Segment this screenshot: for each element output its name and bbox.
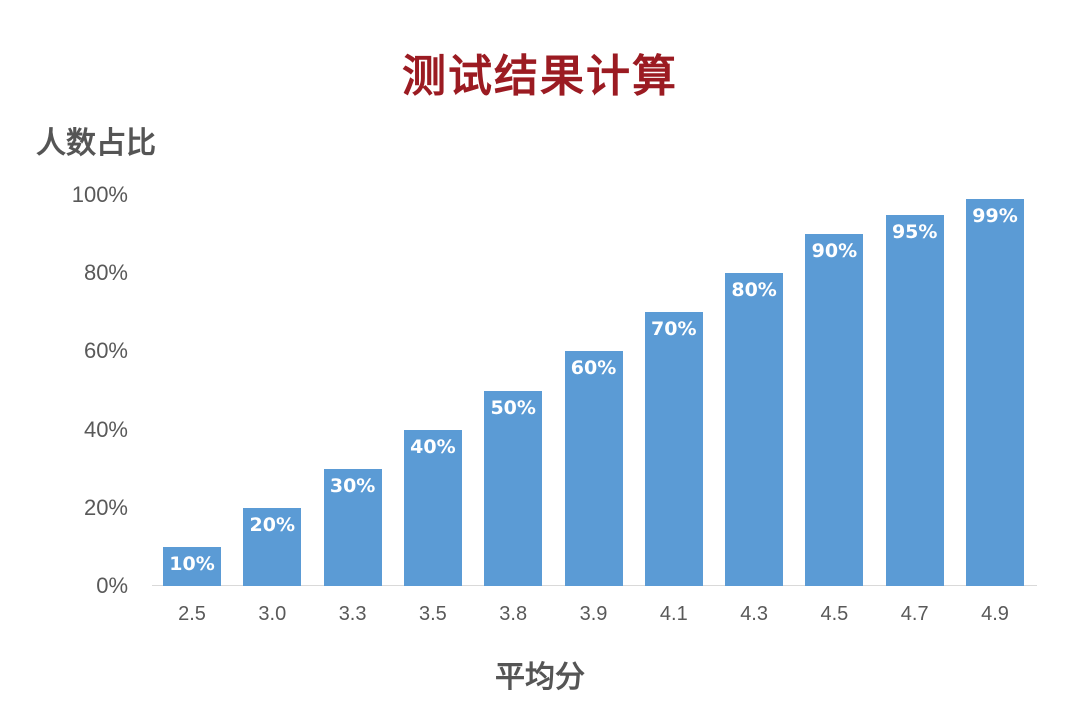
bar-value-label: 20% [249,513,296,536]
y-axis-label: 人数占比 [36,126,156,161]
bar: 40% [403,429,462,586]
y-tick-label: 80% [83,260,128,286]
bar-value-label: 80% [731,279,777,302]
bar: 20% [243,507,302,586]
x-tick-label: 2.5 [178,603,206,625]
bar-value-label: 70% [651,318,697,341]
bar-value-label: 90% [811,240,858,263]
x-tick-label: 3.3 [338,603,367,625]
y-tick-label: 100% [71,182,128,207]
x-tick-label: 4.1 [659,603,688,625]
bar: 80% [725,273,784,586]
bar: 60% [564,351,623,586]
x-tick-label: 3.5 [418,603,447,625]
bar-value-label: 95% [891,220,938,243]
bar-value-label: 99% [972,204,1018,227]
bar: 50% [484,390,543,586]
bar-value-label: 40% [410,435,456,458]
y-tick-label: 20% [83,494,128,520]
x-tick-label: 3.9 [579,603,608,625]
x-tick-label: 4.5 [820,603,849,625]
y-tick-label: 60% [83,338,128,364]
bar: 30% [323,468,382,586]
bar: 70% [644,312,703,586]
y-tick-label: 0% [96,573,128,598]
x-axis-label: 平均分 [495,660,585,695]
bar: 90% [805,234,864,586]
y-tick-label: 40% [83,416,128,442]
x-tick-label: 4.9 [981,603,1009,625]
bar: 99% [966,198,1024,586]
bar-value-label: 30% [329,474,376,497]
x-tick-label: 3.8 [499,603,528,625]
x-tick-label: 4.7 [900,603,929,625]
chart-title: 测试结果计算 [402,51,678,102]
bar-value-label: 60% [570,357,617,380]
x-tick-label: 3.0 [258,603,287,625]
bar: 10% [163,546,221,586]
bar-value-label: 10% [169,552,215,575]
x-tick-label: 4.3 [740,603,768,625]
bar: 95% [885,214,944,586]
bar-value-label: 50% [490,396,536,419]
